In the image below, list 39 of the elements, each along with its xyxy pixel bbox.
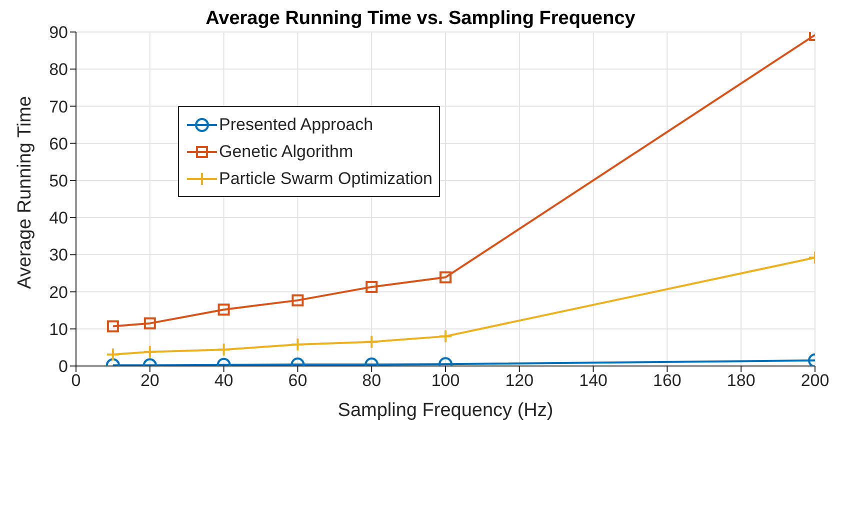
y-tick-label: 90 <box>49 23 68 42</box>
point <box>290 337 305 352</box>
y-axis-title: Average Running Time <box>14 96 36 289</box>
x-tick-label: 80 <box>362 371 382 390</box>
point <box>438 329 452 344</box>
x-tick-label: 0 <box>71 371 81 390</box>
x-tick-label: 120 <box>505 371 534 390</box>
y-tick-label: 10 <box>49 320 68 339</box>
x-tick-label: 20 <box>140 371 160 390</box>
y-tick-label: 80 <box>49 60 68 80</box>
x-tick-label: 200 <box>800 371 830 390</box>
x-tick-label: 160 <box>653 371 682 390</box>
point <box>364 334 379 349</box>
x-axis-title: Sampling Frequency (Hz) <box>338 400 554 421</box>
x-tick-label: 60 <box>288 371 308 390</box>
y-tick-label: 20 <box>49 282 68 302</box>
y-tick-label: 60 <box>49 134 68 154</box>
point <box>216 342 231 357</box>
point <box>366 280 378 293</box>
legend-label: Presented Approach <box>219 114 374 134</box>
y-tick-label: 30 <box>49 246 68 265</box>
point <box>106 347 120 362</box>
x-tick-label: 180 <box>726 371 756 390</box>
y-tick-label: 50 <box>49 171 68 190</box>
legend-label: Particle Swarm Optimization <box>219 168 433 188</box>
point <box>440 271 452 284</box>
y-tick-label: 70 <box>49 97 68 116</box>
legend-label: Genetic Algorithm <box>219 142 354 162</box>
point <box>218 304 230 316</box>
point <box>106 320 119 332</box>
x-tick-label: 140 <box>579 371 608 390</box>
y-tick-label: 0 <box>58 357 68 376</box>
point <box>292 294 304 306</box>
x-tick-label: 100 <box>431 371 460 390</box>
y-tick-label: 40 <box>49 208 68 228</box>
x-tick-label: 40 <box>214 371 234 390</box>
point <box>142 344 157 359</box>
chart-title: Average Running Time vs. Sampling Frequency <box>206 8 636 29</box>
point <box>144 317 156 330</box>
